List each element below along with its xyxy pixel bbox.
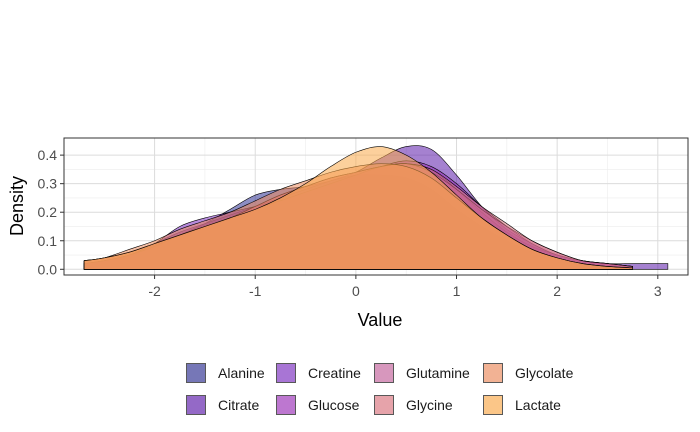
density-area-lactate <box>83 146 633 270</box>
y-tick-label: 0.4 <box>38 147 58 163</box>
legend-key-swatch <box>374 395 394 415</box>
legend-key-swatch <box>374 363 394 383</box>
legend-label: Glutamine <box>406 365 470 381</box>
y-tick-label: 0.1 <box>38 233 58 249</box>
legend-item: Alanine <box>186 362 265 384</box>
x-tick-label: -2 <box>148 283 161 299</box>
panel-border <box>63 137 689 276</box>
x-tick-label: 2 <box>553 283 561 299</box>
legend-label: Glycolate <box>515 365 574 381</box>
y-tick-label: 0.0 <box>38 261 58 277</box>
x-tick-label: 3 <box>654 283 662 299</box>
legend-label: Glycine <box>406 397 453 413</box>
legend-label: Lactate <box>515 397 561 413</box>
legend-item: Glycine <box>374 394 453 416</box>
y-axis-title: Density <box>7 176 27 236</box>
legend-item: Glucose <box>276 394 359 416</box>
y-axis-ticks: 0.0 0.1 0.2 0.3 0.4 <box>38 147 64 277</box>
legend-item: Lactate <box>483 394 561 416</box>
legend-label: Glucose <box>308 397 360 413</box>
x-axis-title: Value <box>358 310 403 330</box>
legend-label: Creatine <box>308 365 361 381</box>
legend-item: Citrate <box>186 394 259 416</box>
x-tick-label: -1 <box>249 283 262 299</box>
x-axis-ticks: -2 -1 0 1 2 3 <box>148 275 662 299</box>
legend-key-swatch <box>276 363 296 383</box>
legend-key-swatch <box>186 395 206 415</box>
legend-item: Creatine <box>276 362 361 384</box>
x-tick-label: 0 <box>352 283 360 299</box>
density-areas <box>83 145 669 270</box>
legend-label: Citrate <box>218 397 260 413</box>
y-tick-label: 0.3 <box>38 176 58 192</box>
legend-key-swatch <box>186 363 206 383</box>
x-tick-label: 1 <box>453 283 461 299</box>
y-tick-label: 0.2 <box>38 204 58 220</box>
chart-legend: Alanine Citrate Creatine Glucose Glutamine Gl… <box>186 362 606 424</box>
legend-key-swatch <box>483 363 503 383</box>
legend-label: Alanine <box>218 365 265 381</box>
legend-key-swatch <box>276 395 296 415</box>
legend-item: Glycolate <box>483 362 573 384</box>
legend-item: Glutamine <box>374 362 470 384</box>
legend-key-swatch <box>483 395 503 415</box>
